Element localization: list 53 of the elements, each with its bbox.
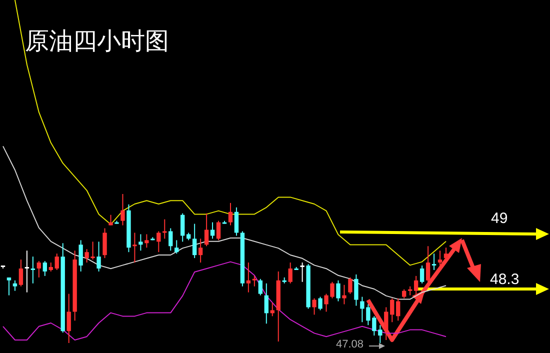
candlestick	[120, 194, 125, 226]
candlestick	[228, 202, 233, 226]
candlestick	[156, 230, 161, 253]
candlestick	[24, 250, 30, 293]
candlestick	[390, 298, 394, 323]
candlestick	[54, 253, 59, 270]
candlestick	[300, 262, 304, 282]
candlestick	[108, 214, 113, 226]
candlestick	[444, 247, 448, 260]
candlestick	[30, 256, 36, 284]
candlestick	[18, 259, 24, 287]
candlestick	[288, 262, 292, 284]
annotation: 47.08	[336, 338, 364, 350]
candlestick	[384, 306, 388, 341]
candlestick	[144, 234, 149, 248]
candlestick	[318, 296, 322, 311]
candlestick	[252, 275, 257, 287]
candlestick	[348, 276, 352, 294]
candlestick	[192, 223, 197, 259]
candlestick	[414, 275, 418, 296]
candlestick	[258, 278, 263, 296]
candlestick	[42, 260, 47, 276]
candlestick	[336, 280, 340, 302]
candlestick	[6, 276, 12, 296]
candlestick	[204, 212, 209, 247]
candlestick	[246, 262, 251, 293]
candlestick	[132, 232, 137, 264]
candlestick	[180, 212, 185, 242]
candlestick	[12, 280, 18, 292]
candlestick	[438, 250, 442, 266]
text: 49	[491, 210, 508, 227]
text: 48.3	[490, 271, 520, 288]
candlestick	[66, 293, 71, 344]
candlestick	[396, 298, 400, 322]
candlestick	[102, 228, 107, 259]
candlestick	[198, 238, 203, 264]
candlestick	[138, 234, 143, 252]
candlestick	[342, 284, 346, 305]
candlestick	[264, 282, 268, 324]
candlestick	[234, 206, 239, 236]
candlestick	[216, 220, 221, 241]
candlestick	[96, 241, 101, 272]
candlestick	[426, 246, 430, 282]
candlestick	[312, 298, 316, 316]
candlestick	[174, 240, 179, 254]
candlestick	[36, 260, 42, 278]
candlestick	[78, 240, 83, 272]
chart-title: 原油四小时图	[25, 27, 169, 55]
candlestick	[168, 228, 173, 252]
candlestick	[270, 302, 274, 317]
candlestick	[432, 253, 436, 270]
candlestick	[354, 274, 358, 306]
candlestick	[420, 265, 424, 284]
